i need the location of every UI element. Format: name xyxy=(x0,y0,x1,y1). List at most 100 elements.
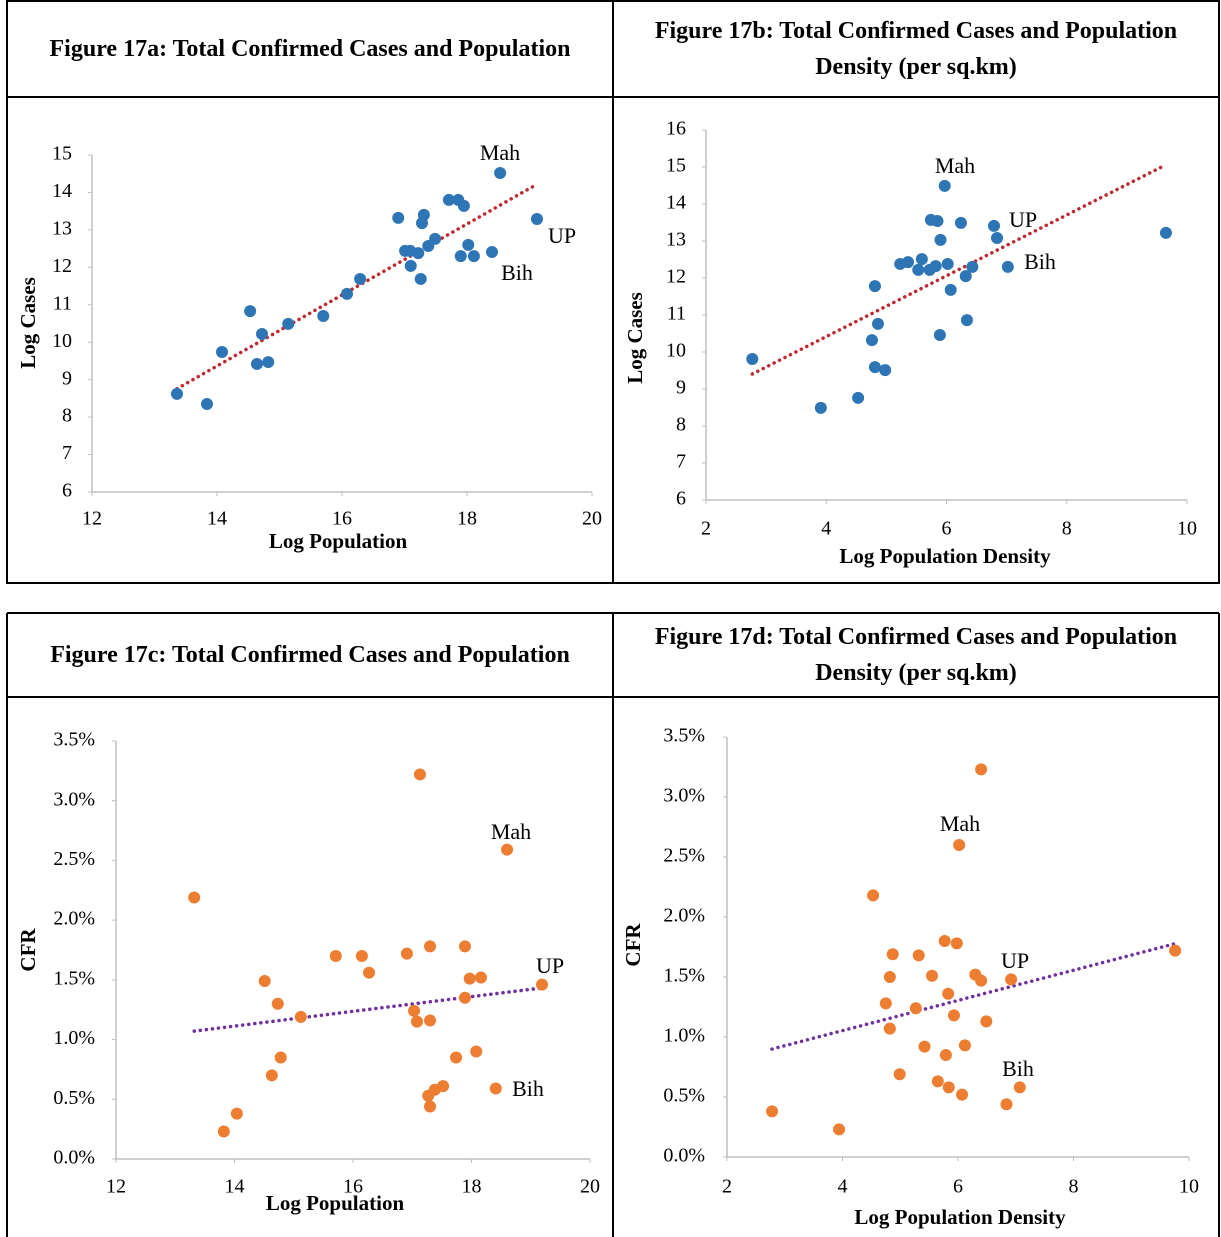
data-point xyxy=(958,1039,971,1052)
data-point xyxy=(274,1051,287,1064)
y-tick-label: 1.0% xyxy=(663,1025,705,1047)
data-point xyxy=(188,891,201,904)
annotation: UP xyxy=(1009,207,1037,232)
data-point xyxy=(501,843,514,856)
data-point xyxy=(746,353,759,366)
data-point xyxy=(871,317,884,330)
x-tick-label: 20 xyxy=(580,1176,600,1198)
data-point xyxy=(244,305,257,318)
data-point xyxy=(412,247,425,260)
data-point xyxy=(918,1040,931,1053)
data-point xyxy=(939,1049,952,1061)
trendline xyxy=(175,182,539,391)
data-point xyxy=(929,260,942,273)
data-point xyxy=(960,314,973,327)
data-point xyxy=(494,166,507,179)
chart: 6 7 8 9 10 11 12 13 14 15 12 14 16 18 20 Log Population… xyxy=(16,140,602,553)
data-point xyxy=(915,253,928,266)
data-point xyxy=(216,345,228,358)
data-point xyxy=(933,328,946,341)
chart-title: Figure 17c: Total Confirmed Cases and Po… xyxy=(50,642,570,668)
data-point xyxy=(404,259,417,272)
data-point xyxy=(474,971,487,984)
data-point xyxy=(458,940,471,953)
data-point xyxy=(934,233,947,246)
data-point xyxy=(450,1051,463,1064)
data-point xyxy=(265,1069,278,1082)
y-tick-label: 0.0% xyxy=(663,1145,705,1167)
y-tick-label: 0.0% xyxy=(53,1147,95,1169)
data-point xyxy=(341,287,353,300)
data-point xyxy=(413,768,426,781)
data-point xyxy=(230,1107,243,1120)
table-borders xyxy=(6,0,1220,1237)
data-point xyxy=(912,949,925,962)
x-tick-label: 12 xyxy=(106,1176,126,1198)
data-point xyxy=(217,1125,230,1138)
data-point xyxy=(833,1123,846,1136)
data-point xyxy=(486,245,498,258)
y-tick-label: 1.5% xyxy=(663,965,705,987)
x-tick-label: 12 xyxy=(82,508,102,530)
data-point xyxy=(414,272,427,285)
data-point xyxy=(1169,944,1182,957)
y-axis-title: CFR xyxy=(621,923,645,967)
data-point xyxy=(442,193,455,206)
y-tick-label: 6 xyxy=(676,488,686,510)
data-point xyxy=(966,260,979,273)
data-point xyxy=(317,310,330,323)
data-point xyxy=(454,250,467,263)
x-axis-title: Log Population Density xyxy=(839,544,1051,568)
data-point xyxy=(258,975,271,988)
x-tick-label: 6 xyxy=(953,1176,963,1198)
data-point xyxy=(463,972,476,985)
data-point xyxy=(251,357,263,370)
y-tick-label: 12 xyxy=(52,255,72,277)
data-point xyxy=(886,948,899,961)
annotation: Mah xyxy=(491,819,531,844)
x-tick-label: 18 xyxy=(462,1176,482,1198)
trendline xyxy=(750,163,1168,376)
x-tick-label: 16 xyxy=(332,508,352,530)
data-point xyxy=(1000,1098,1013,1111)
data-point xyxy=(931,1075,944,1088)
data-point xyxy=(909,1002,922,1015)
data-point xyxy=(766,1105,779,1118)
data-point xyxy=(294,1010,307,1023)
x-tick-label: 14 xyxy=(225,1176,245,1198)
data-point xyxy=(1001,260,1014,273)
y-tick-label: 3.5% xyxy=(663,725,705,747)
data-point xyxy=(926,969,939,982)
data-point xyxy=(893,1068,906,1081)
chart: 6 7 8 9 10 11 12 13 14 15 16 2 4 6 8 10 Log Population D… xyxy=(623,118,1197,568)
y-tick-label: 10 xyxy=(666,340,686,362)
data-point xyxy=(424,1100,437,1113)
trendline xyxy=(192,986,544,1033)
annotation: UP xyxy=(1001,948,1029,973)
data-point xyxy=(424,940,437,953)
data-point xyxy=(865,334,878,347)
data-point xyxy=(408,1004,421,1017)
data-point xyxy=(867,889,880,902)
y-tick-label: 2.5% xyxy=(53,848,95,870)
chart-title: Figure 17a: Total Confirmed Cases and Po… xyxy=(49,36,571,62)
data-point xyxy=(400,947,413,960)
data-point xyxy=(1159,226,1172,239)
data-point xyxy=(329,949,342,962)
annotation: Mah xyxy=(940,811,980,836)
y-tick-label: 6 xyxy=(62,480,72,502)
x-axis-title: Log Population Density xyxy=(854,1205,1066,1229)
y-tick-label: 15 xyxy=(52,143,72,165)
data-point xyxy=(256,327,268,340)
y-tick-label: 11 xyxy=(53,292,72,314)
data-point xyxy=(956,1088,969,1101)
annotation: Bih xyxy=(501,260,533,285)
y-tick-label: 9 xyxy=(62,367,72,389)
y-tick-label: 9 xyxy=(676,377,686,399)
data-point xyxy=(879,364,892,377)
data-point xyxy=(201,398,213,411)
y-tick-label: 7 xyxy=(676,451,686,473)
y-tick-label: 3.0% xyxy=(53,788,95,810)
